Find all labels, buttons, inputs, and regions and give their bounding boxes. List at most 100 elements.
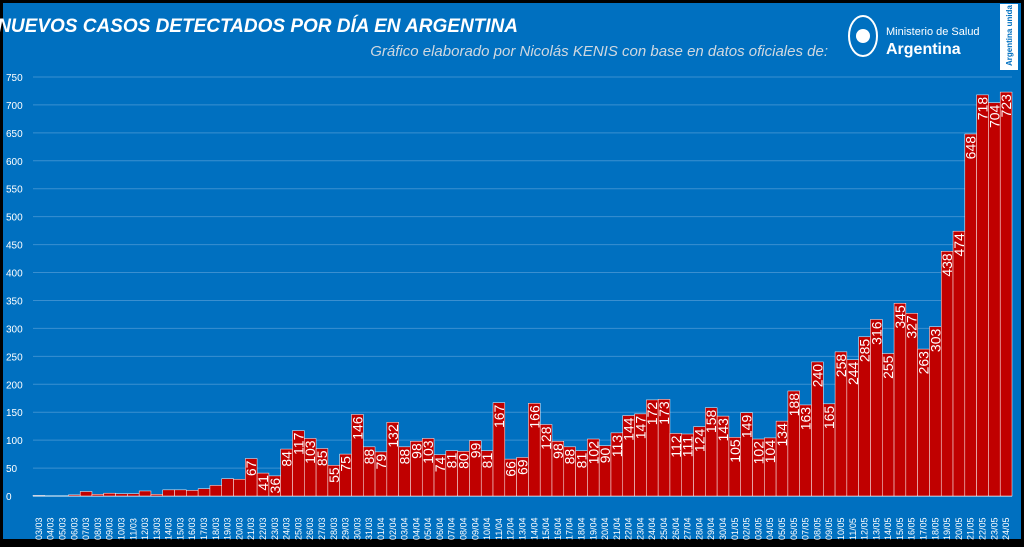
data-label: 112 — [668, 435, 684, 458]
x-tick-label: 09/03 — [105, 517, 115, 540]
x-tick-label: 14/05 — [883, 517, 893, 540]
x-tick-label: 06/04 — [435, 517, 445, 540]
data-label: 303 — [927, 329, 943, 353]
logo-text: Argentina — [886, 41, 961, 58]
y-tick-label: 750 — [6, 73, 23, 84]
badge-text: Argentina unida — [1005, 5, 1014, 66]
data-label: 88 — [361, 449, 377, 465]
x-tick-label: 19/04 — [588, 517, 598, 540]
logo-text: Ministerio de Salud — [886, 26, 980, 38]
data-label: 188 — [786, 393, 802, 417]
x-tick-label: 16/03 — [187, 517, 197, 540]
x-tick-label: 01/04 — [376, 517, 386, 540]
x-tick-label: 28/03 — [329, 517, 339, 540]
y-tick-label: 350 — [6, 296, 23, 307]
data-label: 105 — [727, 439, 743, 463]
data-label: 146 — [349, 416, 365, 440]
data-label: 66 — [503, 461, 519, 477]
y-tick-label: 300 — [6, 324, 23, 335]
data-label: 99 — [467, 442, 483, 458]
y-tick-label: 700 — [6, 101, 23, 112]
x-tick-label: 23/04 — [635, 517, 645, 540]
data-label: 258 — [833, 354, 849, 378]
x-tick-label: 27/03 — [317, 517, 327, 540]
x-tick-label: 30/04 — [718, 517, 728, 540]
data-label: 167 — [491, 404, 507, 428]
data-label: 244 — [845, 361, 861, 385]
x-tick-label: 05/05 — [777, 517, 787, 540]
bar — [79, 491, 93, 497]
data-label: 88 — [562, 449, 578, 465]
x-tick-label: 16/05 — [907, 517, 917, 540]
x-tick-label: 02/05 — [742, 517, 752, 540]
data-label: 285 — [857, 339, 873, 363]
x-tick-label: 23/03 — [270, 517, 280, 540]
x-tick-label: 07/04 — [447, 517, 457, 540]
x-tick-label: 03/05 — [753, 517, 763, 540]
data-label: 103 — [302, 440, 318, 464]
x-tick-label: 13/03 — [152, 517, 162, 540]
x-tick-label: 25/03 — [293, 517, 303, 540]
bar — [952, 230, 966, 497]
data-label: 263 — [916, 351, 932, 375]
x-tick-label: 28/04 — [694, 517, 704, 540]
bar — [103, 492, 116, 497]
data-label: 41 — [255, 475, 271, 491]
x-tick-label: 05/04 — [423, 517, 433, 540]
logo: Ministerio de Salud Argentina — [848, 15, 980, 58]
x-tick-label: 30/03 — [352, 517, 362, 540]
bar — [68, 494, 81, 497]
chart-title: COVID-19 / NUEVOS CASOS DETECTADOS POR D… — [0, 15, 518, 37]
x-tick-label: 19/05 — [942, 517, 952, 540]
y-tick-label: 400 — [6, 269, 23, 280]
bar — [162, 489, 175, 497]
bar — [138, 490, 152, 497]
x-tick-label: 09/05 — [824, 517, 834, 540]
x-tick-label: 13/05 — [871, 517, 881, 540]
x-tick-label: 25/04 — [659, 517, 669, 540]
bar — [115, 493, 128, 497]
y-tick-label: 550 — [6, 185, 23, 196]
x-tick-label: 05/03 — [57, 517, 67, 540]
data-label: 718 — [975, 97, 991, 121]
x-tick-label: 10/05 — [836, 517, 846, 540]
y-tick-label: 200 — [6, 380, 23, 391]
data-label: 723 — [998, 94, 1014, 118]
data-label: 67 — [243, 460, 259, 476]
x-tick-label: 14/04 — [529, 517, 539, 540]
x-tick-label: 20/05 — [954, 517, 964, 540]
x-tick-label: 09/04 — [470, 517, 480, 540]
data-label: 81 — [573, 453, 589, 469]
x-tick-label: 10/04 — [482, 517, 492, 540]
chart-subtitle: Gráfico elaborado por Nicolás KENIS con … — [370, 43, 828, 60]
data-label: 117 — [290, 432, 306, 455]
data-label: 166 — [526, 405, 542, 429]
bar — [186, 490, 199, 497]
x-tick-label: 24/04 — [647, 517, 657, 540]
x-tick-label: 10/03 — [116, 517, 126, 540]
x-tick-label: 24/05 — [1001, 517, 1011, 540]
x-tick-label: 11/03 — [128, 518, 138, 540]
x-tick-label: 08/04 — [459, 517, 469, 540]
data-label: 173 — [656, 401, 672, 425]
x-tick-label: 02/04 — [388, 517, 398, 540]
data-label: 98 — [408, 443, 424, 459]
data-label: 316 — [868, 321, 884, 345]
x-tick-label: 17/04 — [565, 517, 575, 540]
x-tick-label: 31/03 — [364, 517, 374, 540]
data-label: 36 — [267, 478, 283, 494]
y-tick-label: 0 — [6, 492, 12, 503]
data-label: 240 — [809, 364, 825, 388]
x-tick-label: 08/05 — [812, 517, 822, 540]
data-label: 81 — [479, 453, 495, 469]
x-tick-label: 22/03 — [258, 517, 268, 540]
data-label: 345 — [892, 305, 908, 329]
data-label: 143 — [715, 418, 731, 442]
x-tick-label: 11/04 — [494, 518, 504, 540]
data-label: 158 — [703, 410, 719, 434]
x-tick-label: 17/03 — [199, 517, 209, 540]
x-tick-label: 06/05 — [789, 517, 799, 540]
x-tick-label: 22/04 — [624, 517, 634, 540]
data-label: 163 — [798, 407, 814, 431]
bar — [209, 485, 222, 497]
